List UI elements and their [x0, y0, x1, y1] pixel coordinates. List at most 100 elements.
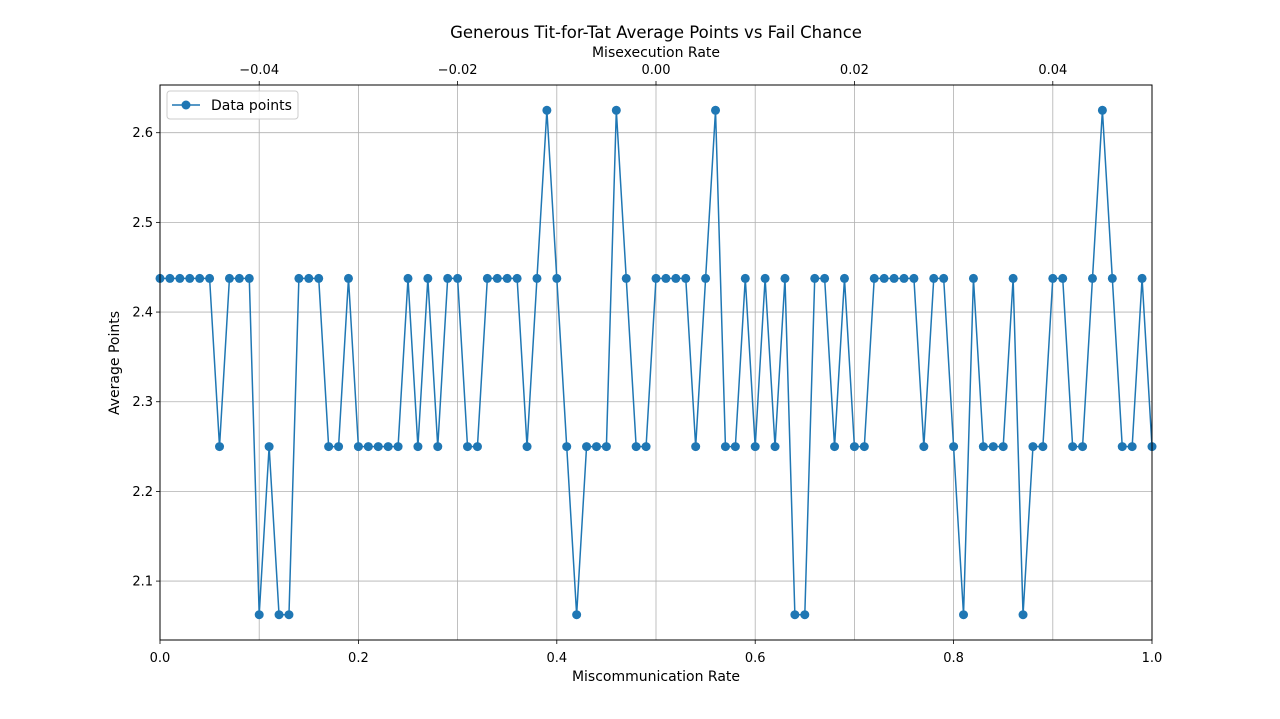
x-axis-label: Miscommunication Rate — [572, 669, 740, 685]
data-point — [1058, 273, 1068, 283]
data-point — [254, 610, 264, 620]
y-tick-label: 2.6 — [132, 126, 153, 141]
data-point — [304, 273, 314, 283]
data-point — [681, 273, 691, 283]
x2-tick-label: 0.02 — [840, 63, 869, 78]
data-point — [869, 273, 879, 283]
data-point — [343, 273, 353, 283]
data-point — [224, 273, 234, 283]
data-point — [185, 273, 195, 283]
y-tick-label: 2.4 — [132, 306, 153, 321]
data-point — [730, 442, 740, 452]
y-axis-label: Average Points — [107, 311, 123, 415]
data-point — [830, 442, 840, 452]
data-point — [959, 610, 969, 620]
data-point — [413, 442, 423, 452]
data-point — [1028, 442, 1038, 452]
y-axis-ticks: 2.1 2.2 2.3 2.4 2.5 2.6 — [132, 126, 160, 590]
x-axis-ticks: 0.0 0.2 0.4 0.6 0.8 1.0 — [150, 640, 1163, 666]
data-point — [691, 442, 701, 452]
data-point — [820, 273, 830, 283]
data-point — [244, 273, 254, 283]
data-point — [919, 442, 929, 452]
data-point — [294, 273, 304, 283]
grid-lines — [159, 85, 1153, 640]
data-point — [482, 273, 492, 283]
y-tick-label: 2.2 — [132, 485, 153, 500]
data-point — [363, 442, 373, 452]
x-tick-label: 1.0 — [1142, 651, 1163, 666]
data-point — [1127, 442, 1137, 452]
data-point — [165, 273, 175, 283]
data-point — [978, 442, 988, 452]
data-point — [1038, 442, 1048, 452]
data-point — [215, 442, 225, 452]
data-point — [393, 442, 403, 452]
data-point — [463, 442, 473, 452]
x2-axis-label: Misexecution Rate — [592, 45, 720, 61]
data-point — [324, 442, 334, 452]
data-point — [611, 105, 621, 115]
data-point — [711, 105, 721, 115]
data-point — [383, 442, 393, 452]
data-point — [512, 273, 522, 283]
data-point — [839, 273, 849, 283]
data-point — [1097, 105, 1107, 115]
data-point — [889, 273, 899, 283]
data-point — [274, 610, 284, 620]
data-point — [740, 273, 750, 283]
x2-tick-label: −0.04 — [239, 63, 279, 78]
data-point — [760, 273, 770, 283]
data-point — [988, 442, 998, 452]
data-point — [790, 610, 800, 620]
data-point — [582, 442, 592, 452]
data-point — [175, 273, 185, 283]
data-point — [1068, 442, 1078, 452]
legend-label: Data points — [211, 98, 292, 114]
data-point — [998, 442, 1008, 452]
data-point — [195, 273, 205, 283]
y-tick-label: 2.1 — [132, 575, 153, 590]
data-point — [1078, 442, 1088, 452]
data-point — [423, 273, 433, 283]
data-point — [770, 442, 780, 452]
data-point — [661, 273, 671, 283]
data-point — [572, 610, 582, 620]
data-point — [532, 273, 542, 283]
data-point — [353, 442, 363, 452]
data-point — [453, 273, 463, 283]
data-point — [1048, 273, 1058, 283]
data-point — [859, 442, 869, 452]
x-tick-label: 0.4 — [546, 651, 567, 666]
data-point — [651, 273, 661, 283]
legend-box — [166, 90, 299, 120]
data-point — [562, 442, 572, 452]
data-point — [373, 442, 383, 452]
data-point — [641, 442, 651, 452]
data-point — [284, 610, 294, 620]
data-point — [552, 273, 562, 283]
y-tick-label: 2.3 — [132, 395, 153, 410]
data-point — [631, 442, 641, 452]
x-tick-label: 0.2 — [348, 651, 369, 666]
data-point — [591, 442, 601, 452]
data-point — [879, 273, 889, 283]
x2-tick-label: 0.00 — [642, 63, 671, 78]
data-point — [502, 273, 512, 283]
data-point — [1008, 273, 1018, 283]
data-point — [492, 273, 502, 283]
x-tick-label: 0.0 — [150, 651, 171, 666]
data-point — [671, 273, 681, 283]
data-point — [472, 442, 482, 452]
data-point — [433, 442, 443, 452]
data-point — [601, 442, 611, 452]
data-point — [522, 442, 532, 452]
data-point — [314, 273, 324, 283]
data-point — [542, 105, 552, 115]
data-point — [1018, 610, 1028, 620]
y-tick-label: 2.5 — [132, 216, 153, 231]
x2-tick-label: 0.04 — [1038, 63, 1067, 78]
data-point — [929, 273, 939, 283]
